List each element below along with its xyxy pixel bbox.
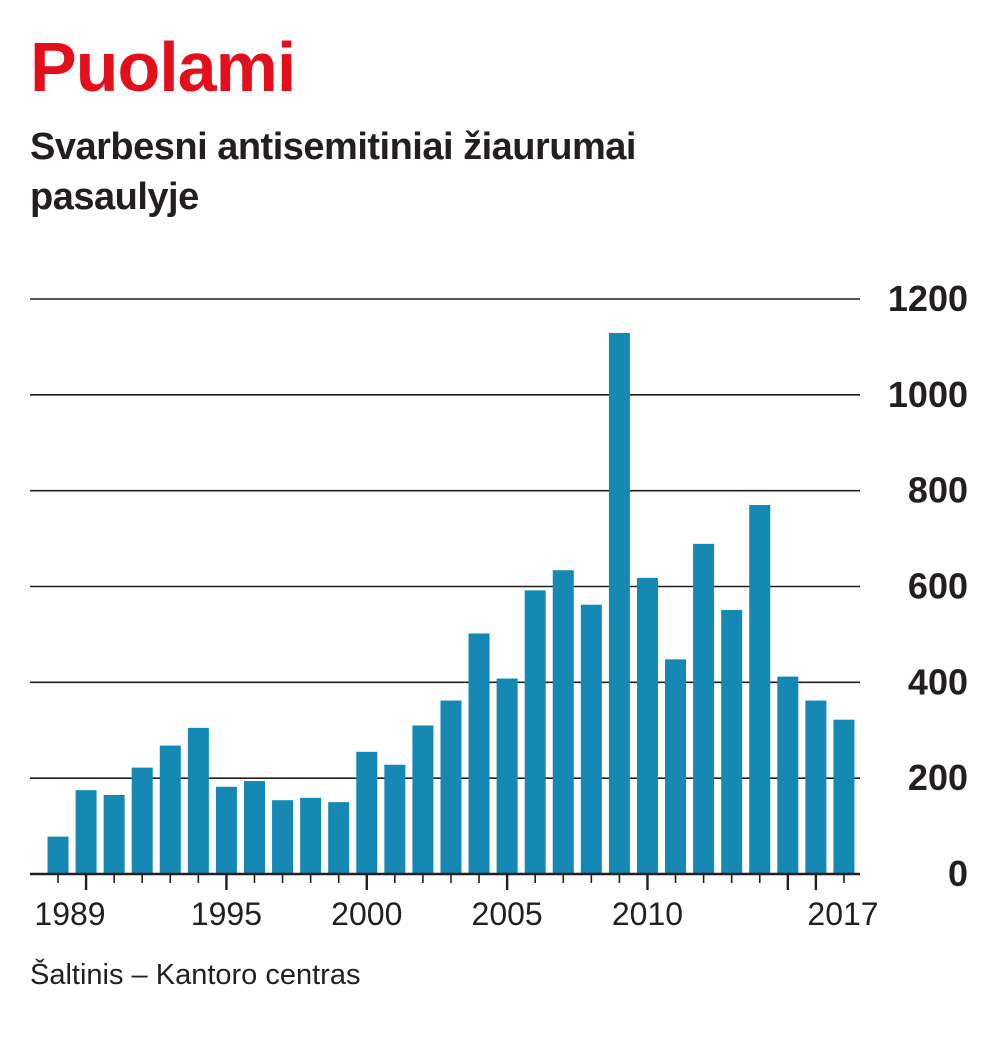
bar-1993 — [159, 745, 181, 874]
bar-2017 — [833, 719, 855, 874]
x-tick-label: 1995 — [191, 896, 262, 932]
x-tick-label: 2017 — [807, 896, 878, 932]
bar-1991 — [103, 794, 125, 874]
bar-2000 — [356, 751, 378, 874]
x-axis — [30, 872, 860, 890]
bar-1997 — [272, 800, 294, 874]
y-tick-label: 1200 — [888, 278, 968, 319]
bar-2007 — [552, 570, 574, 874]
y-axis-labels: 0 200 400 600 800 1000 1200 — [888, 278, 968, 894]
bar-1995 — [215, 786, 237, 874]
bar-2015 — [777, 676, 799, 874]
bar-2012 — [693, 543, 715, 874]
y-tick-label: 600 — [908, 566, 968, 607]
chart-title: Puolami — [30, 28, 296, 106]
y-tick-label: 200 — [908, 757, 968, 798]
bar-chart: 0 200 400 600 800 1000 1200 1989 1995 2000 2005 20… — [30, 278, 968, 932]
bar-2008 — [580, 604, 602, 874]
bar-2002 — [412, 725, 434, 874]
bar-1998 — [300, 797, 322, 874]
bar-2016 — [805, 700, 827, 874]
y-tick-label: 1000 — [888, 374, 968, 415]
x-tick-label: 2005 — [472, 896, 543, 932]
bar-1990 — [75, 790, 97, 874]
bar-2003 — [440, 700, 462, 874]
bar-1996 — [243, 781, 265, 874]
bars — [47, 333, 855, 874]
bar-2009 — [608, 333, 630, 874]
y-tick-label: 800 — [908, 470, 968, 511]
x-axis-labels: 1989 1995 2000 2005 2010 2017 — [34, 896, 878, 932]
x-tick-label: 2000 — [331, 896, 402, 932]
bar-1989 — [47, 836, 69, 874]
bar-2005 — [496, 678, 518, 874]
bar-2004 — [468, 633, 490, 874]
bar-1994 — [187, 727, 209, 874]
bar-2013 — [721, 609, 743, 874]
bar-1992 — [131, 767, 153, 874]
source-note: Šaltinis – Kantoro centras — [30, 959, 361, 991]
y-tick-label: 0 — [948, 853, 968, 894]
chart-subtitle: Svarbesni antisemitiniai žiaurumai pasau… — [30, 126, 637, 218]
x-tick-label: 1989 — [34, 896, 105, 932]
y-tick-label: 400 — [908, 661, 968, 702]
bar-2011 — [665, 659, 687, 874]
bar-2010 — [636, 577, 658, 874]
bar-2006 — [524, 590, 546, 874]
bar-1999 — [328, 802, 350, 874]
bar-2014 — [749, 505, 771, 874]
x-tick-label: 2010 — [612, 896, 683, 932]
bar-2001 — [384, 764, 406, 874]
